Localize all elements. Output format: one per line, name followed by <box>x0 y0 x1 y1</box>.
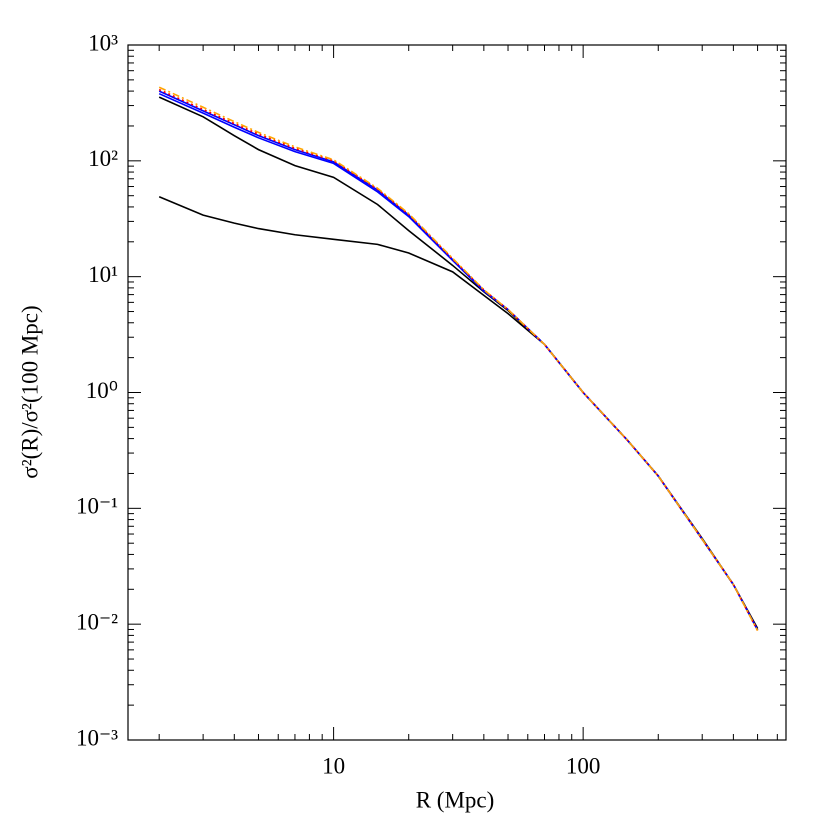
series-line <box>158 92 759 631</box>
y-tick-label: 10⁰ <box>86 378 118 403</box>
y-tick-label: 10⁻³ <box>76 725 118 750</box>
y-axis-label: σ²(R)/σ²(100 Mpc) <box>17 305 42 478</box>
series-line <box>158 88 759 631</box>
y-tick-label: 10¹ <box>88 262 118 287</box>
x-tick-label: 100 <box>566 753 601 778</box>
plot-frame <box>127 44 787 741</box>
series-line <box>158 195 759 629</box>
x-axis-label: R (Mpc) <box>416 787 495 812</box>
y-tick-label: 10² <box>88 146 118 171</box>
y-tick-label: 10⁻² <box>76 609 118 634</box>
y-tick-label: 10³ <box>88 30 118 55</box>
series-line <box>158 86 759 631</box>
series-line <box>158 96 759 630</box>
x-tick-label: 10 <box>322 753 345 778</box>
y-tick-label: 10⁻¹ <box>76 494 118 519</box>
series-line <box>158 90 759 631</box>
